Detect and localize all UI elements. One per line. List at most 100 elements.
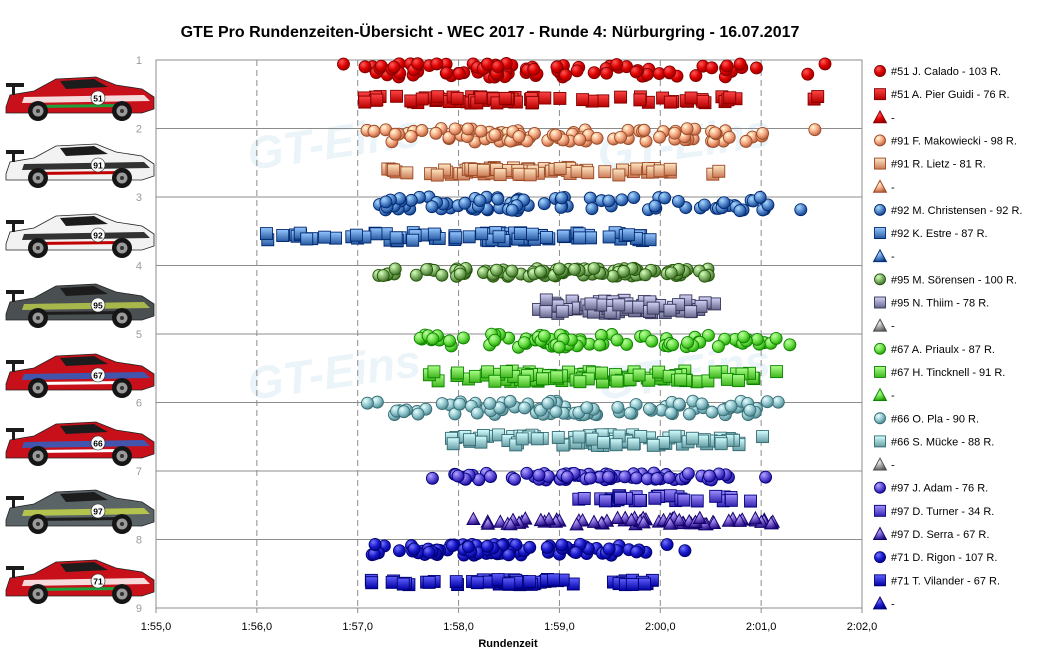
series-12-point	[552, 340, 566, 354]
legend-marker-20	[872, 526, 888, 540]
series-9-point	[505, 264, 519, 278]
legend-label-11: -	[891, 321, 895, 333]
series-13-point	[595, 366, 609, 380]
series-22-point	[547, 573, 560, 587]
series-15-point	[549, 405, 563, 419]
legend-marker-12	[874, 342, 886, 355]
legend-label-7: #92 K. Estre - 87 R.	[891, 228, 988, 240]
series-18-point	[630, 471, 643, 485]
series-15-point	[760, 395, 774, 409]
series-16-point	[627, 437, 641, 451]
series-15-point	[580, 401, 594, 415]
series-10-point	[632, 300, 646, 314]
series-16-point	[685, 431, 699, 445]
car-number: 66	[93, 439, 103, 449]
series-4-point	[430, 168, 444, 182]
series-20-point	[721, 513, 737, 527]
series-13-point	[732, 374, 745, 388]
series-15-point	[705, 405, 719, 419]
series-6-point	[648, 199, 662, 213]
series-16-point	[609, 438, 623, 452]
series-16-point	[530, 432, 544, 446]
legend-marker-14	[872, 387, 888, 402]
series-12-point	[593, 338, 607, 352]
legend-label-1: #51 A. Pier Guidi - 76 R.	[891, 89, 1010, 101]
series-9-point	[568, 262, 582, 276]
legend: #51 J. Calado - 103 R. #51 A. Pier Guidi …	[872, 65, 1022, 610]
legend-marker-10	[874, 296, 886, 309]
y-tick-label: 4	[136, 261, 142, 273]
legend-marker-19	[874, 504, 886, 517]
series-0-point	[411, 57, 425, 71]
series-16-point	[646, 438, 660, 452]
series-18-point	[508, 472, 522, 486]
series-10-point	[663, 303, 677, 317]
series-6-point	[473, 194, 487, 207]
series-3-point	[549, 128, 563, 142]
series-22-point	[502, 577, 516, 591]
series-15-point	[682, 407, 696, 421]
series-22-point	[449, 575, 463, 589]
series-21-point	[502, 548, 516, 562]
series-9-point	[376, 269, 390, 283]
series-12-point	[443, 334, 456, 348]
series-0-point	[527, 62, 541, 76]
series-21-point	[523, 540, 537, 554]
race-car-image: 95	[5, 283, 155, 328]
series-6-point	[794, 203, 808, 217]
x-tick-label: 2:02,0	[847, 621, 878, 633]
series-13-point	[708, 365, 722, 379]
series-13-point	[427, 365, 441, 379]
series-3-point	[474, 124, 488, 138]
series-0-point	[689, 69, 703, 83]
x-axis-label: Rundenzeit	[478, 638, 538, 650]
series-6-point	[761, 198, 775, 212]
series-1-point	[633, 93, 647, 107]
series-12-point	[750, 333, 764, 346]
series-18-point	[618, 470, 632, 484]
y-tick-label: 5	[136, 329, 142, 341]
data-points	[260, 57, 832, 592]
series-9-point	[638, 268, 652, 282]
x-tick-label: 1:58,0	[443, 621, 474, 633]
chart-title: GTE Pro Rundenzeiten-Übersicht - WEC 201…	[181, 22, 800, 41]
series-19-point	[648, 491, 662, 505]
series-16-point	[756, 430, 769, 444]
series-20-point	[763, 515, 779, 530]
series-15-point	[470, 406, 484, 420]
series-6-point	[658, 191, 672, 205]
series-9-point	[664, 266, 678, 280]
series-12-point	[537, 329, 551, 343]
series-6-point	[733, 204, 747, 218]
series-4-point	[630, 162, 644, 176]
series-3-point	[808, 123, 822, 137]
series-20-point	[748, 510, 763, 525]
series-21-point	[393, 544, 406, 558]
series-6-point	[425, 200, 439, 214]
series-19-point	[709, 489, 723, 503]
series-1-point	[811, 90, 825, 103]
series-20-point	[636, 514, 651, 529]
series-3-point	[388, 127, 402, 141]
series-15-point	[724, 399, 738, 413]
series-15-point	[360, 396, 374, 410]
series-15-point	[642, 402, 656, 416]
legend-marker-11	[872, 318, 888, 332]
series-6-point	[697, 198, 711, 212]
series-3-point	[367, 124, 381, 138]
series-4-point	[476, 163, 490, 177]
series-16-point	[585, 432, 599, 446]
series-4-point	[570, 164, 584, 178]
series-15-point	[771, 395, 785, 409]
legend-label-9: #95 M. Sörensen - 100 R.	[891, 274, 1017, 286]
series-3-point	[415, 124, 429, 137]
series-15-point	[518, 401, 532, 415]
series-7-point	[300, 232, 314, 246]
series-0-point	[358, 60, 372, 74]
series-9-point	[388, 262, 402, 276]
series-6-point	[671, 194, 685, 208]
x-tick-label: 1:59,0	[544, 621, 575, 633]
series-4-point	[581, 166, 595, 180]
series-7-point	[427, 227, 441, 241]
series-13-point	[770, 365, 784, 379]
